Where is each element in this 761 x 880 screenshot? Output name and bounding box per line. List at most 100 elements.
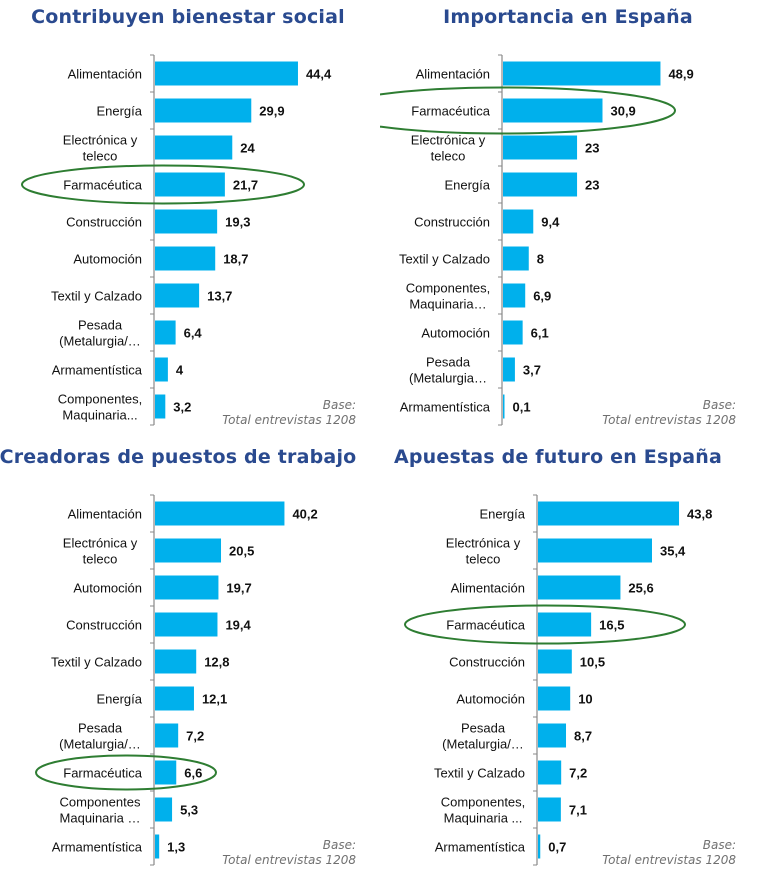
data-label: 20,5 (229, 544, 254, 559)
base-note: Base: Total entrevistas 1208 (602, 838, 736, 868)
data-label: 25,6 (628, 581, 653, 596)
bar (538, 538, 652, 563)
bar (155, 686, 194, 711)
bar (155, 246, 216, 271)
category-label: Energía (444, 178, 490, 193)
bar (155, 575, 219, 600)
base-note: Base: Total entrevistas 1208 (602, 398, 736, 428)
bar (155, 760, 177, 785)
bar (155, 394, 166, 419)
data-label: 19,7 (226, 581, 251, 596)
chart-panel-puestos-trabajo: Creadoras de puestos de trabajo 40,2 Alim… (0, 440, 380, 880)
data-label: 3,2 (173, 400, 191, 415)
category-label: Energía (96, 104, 142, 119)
bar (538, 723, 567, 748)
base-note-line-2: Total entrevistas 1208 (222, 853, 356, 867)
base-note-line-2: Total entrevistas 1208 (602, 413, 736, 427)
bar (503, 98, 603, 123)
chart-title: Importancia en España (443, 6, 693, 28)
bar (155, 501, 285, 526)
category-label-line: (Metalurgia/… (59, 737, 141, 752)
bar (538, 612, 592, 637)
data-label: 35,4 (660, 544, 686, 559)
category-label-line: Pesada (78, 318, 123, 333)
bar (503, 357, 515, 382)
data-label: 7,1 (569, 803, 587, 818)
data-label: 9,4 (541, 215, 560, 230)
bar (155, 834, 160, 859)
category-label: Armamentística (435, 840, 526, 855)
category-label: Textil y Calzado (51, 655, 142, 670)
category-label-line: Componentes, (58, 392, 143, 407)
category-label: Alimentación (68, 507, 142, 522)
data-label: 48,9 (668, 67, 693, 82)
category-label: Farmacéutica (446, 618, 526, 633)
bar (503, 283, 526, 308)
data-label: 6,9 (533, 289, 551, 304)
category-label-line: Pesada (78, 721, 123, 736)
category-label-line: Electrónica y (63, 536, 138, 551)
bar (155, 357, 168, 382)
data-label: 5,3 (180, 803, 198, 818)
category-label: Construcción (414, 215, 490, 230)
data-label: 29,9 (259, 104, 284, 119)
bar (155, 612, 218, 637)
category-label: Armamentística (52, 840, 143, 855)
bar (155, 209, 218, 234)
data-label: 18,7 (223, 252, 248, 267)
category-label: Textil y Calzado (434, 766, 525, 781)
category-label: Construcción (66, 618, 142, 633)
category-label-line: Maquinaria … (60, 811, 141, 826)
category-label-line: teleco (466, 552, 501, 567)
bar (155, 172, 225, 197)
base-note-line-1: Base: (322, 398, 356, 412)
category-label-line: Pesada (461, 721, 506, 736)
data-label: 1,3 (167, 840, 185, 855)
data-label: 6,6 (184, 766, 202, 781)
category-label: Construcción (449, 655, 525, 670)
bar (503, 61, 661, 86)
bar (155, 283, 200, 308)
category-label-line: (Metalurgia/… (59, 334, 141, 349)
data-label: 40,2 (292, 507, 317, 522)
bar (503, 209, 534, 234)
bar (155, 320, 176, 345)
chart-title: Creadoras de puestos de trabajo (0, 446, 357, 468)
base-note: Base: Total entrevistas 1208 (222, 398, 356, 428)
category-label-line: (Metalurgia… (409, 371, 487, 386)
bar-chart: 44,4 Alimentación 29,9 Energía 24 Electrónica… (21, 54, 332, 426)
category-label-line: Electrónica y (446, 536, 521, 551)
data-label: 43,8 (687, 507, 712, 522)
category-label: Automoción (456, 692, 525, 707)
base-note-line-1: Base: (702, 398, 736, 412)
bar (155, 723, 179, 748)
category-label-line: Pesada (426, 355, 471, 370)
bar (155, 649, 197, 674)
bar (155, 135, 233, 160)
category-label-line: teleco (83, 149, 118, 164)
category-label-line: Electrónica y (411, 133, 486, 148)
category-label: Armamentística (52, 363, 143, 378)
bar (503, 246, 529, 271)
category-label-line: Componentes, (406, 281, 491, 296)
data-label: 23 (585, 141, 599, 156)
bar-chart: 48,9 Alimentación 30,9 Farmacéutica 23 Electr… (380, 54, 694, 426)
base-note: Base: Total entrevistas 1208 (222, 838, 356, 868)
category-label-line: teleco (83, 552, 118, 567)
category-label-line: teleco (431, 149, 466, 164)
category-label: Automoción (421, 326, 490, 341)
bar (503, 320, 523, 345)
category-label: Textil y Calzado (51, 289, 142, 304)
data-label: 8 (537, 252, 544, 267)
category-label-line: Electrónica y (63, 133, 138, 148)
data-label: 13,7 (207, 289, 232, 304)
data-label: 0,1 (513, 400, 531, 415)
category-label-line: Componentes (60, 795, 141, 810)
bar (503, 394, 505, 419)
bar (538, 501, 680, 526)
highlight-ellipse (404, 604, 686, 645)
base-note-line-2: Total entrevistas 1208 (602, 853, 736, 867)
data-label: 8,7 (574, 729, 592, 744)
category-label: Textil y Calzado (399, 252, 490, 267)
data-label: 12,1 (202, 692, 227, 707)
